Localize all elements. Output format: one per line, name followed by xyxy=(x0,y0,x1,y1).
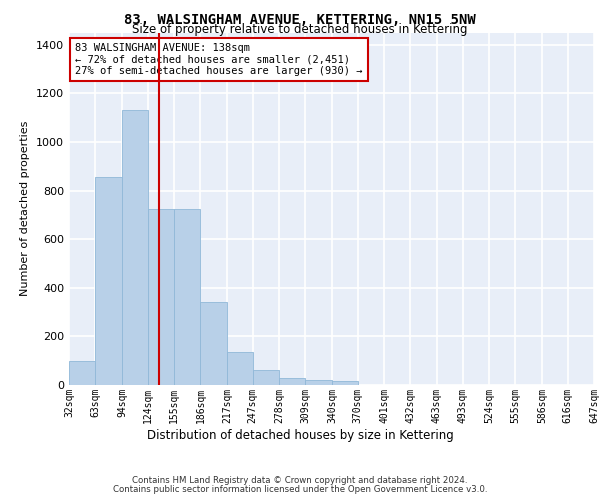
Bar xyxy=(200,302,227,385)
Bar xyxy=(305,380,332,385)
Bar xyxy=(332,382,358,385)
Bar xyxy=(253,370,279,385)
Bar xyxy=(148,209,174,385)
Bar xyxy=(227,352,253,385)
Y-axis label: Number of detached properties: Number of detached properties xyxy=(20,121,31,296)
Text: Size of property relative to detached houses in Kettering: Size of property relative to detached ho… xyxy=(132,22,468,36)
Bar xyxy=(122,110,148,385)
Bar xyxy=(95,177,122,385)
Text: Contains public sector information licensed under the Open Government Licence v3: Contains public sector information licen… xyxy=(113,485,487,494)
Bar xyxy=(279,378,305,385)
Text: 83, WALSINGHAM AVENUE, KETTERING, NN15 5NW: 83, WALSINGHAM AVENUE, KETTERING, NN15 5… xyxy=(124,12,476,26)
Text: Contains HM Land Registry data © Crown copyright and database right 2024.: Contains HM Land Registry data © Crown c… xyxy=(132,476,468,485)
Bar xyxy=(174,209,200,385)
Bar xyxy=(69,360,95,385)
Text: 83 WALSINGHAM AVENUE: 138sqm
← 72% of detached houses are smaller (2,451)
27% of: 83 WALSINGHAM AVENUE: 138sqm ← 72% of de… xyxy=(76,43,363,76)
Text: Distribution of detached houses by size in Kettering: Distribution of detached houses by size … xyxy=(146,430,454,442)
